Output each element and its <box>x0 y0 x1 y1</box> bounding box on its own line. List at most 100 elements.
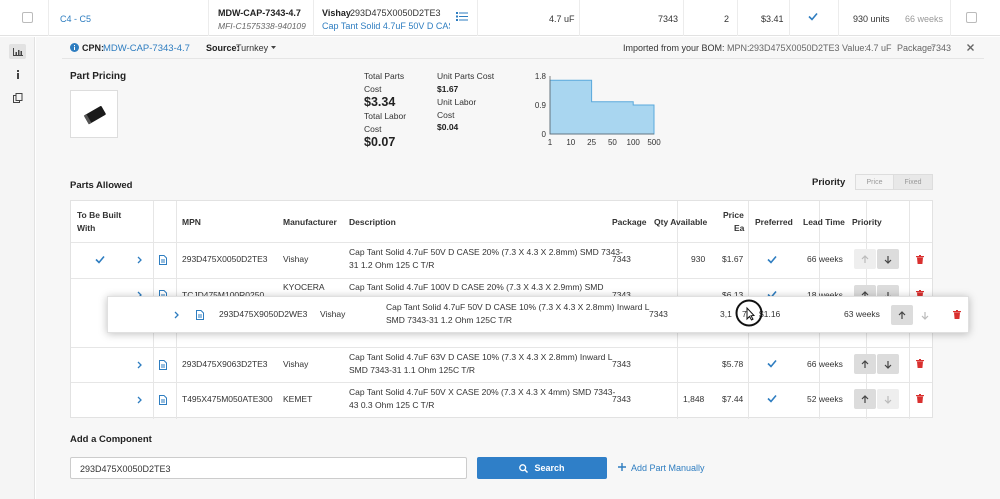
expand-chevron-icon[interactable] <box>137 361 142 369</box>
move-up-button[interactable] <box>854 354 876 374</box>
expand-chevron-icon[interactable] <box>137 396 142 404</box>
row-mpn: TCJD475M100R0250 <box>182 290 265 300</box>
mpn-text: 293D475X0050D2TE3 <box>350 8 441 18</box>
row-package: 7343 <box>612 359 631 369</box>
row-package: 7343 <box>612 254 631 264</box>
cpn-link[interactable]: MDW-CAP-7343-4.7 <box>103 43 190 54</box>
search-input-value: 293D475X0050D2TE3 <box>80 464 171 474</box>
row-package: 7343 <box>612 290 631 300</box>
delete-trash-icon[interactable] <box>916 359 924 368</box>
row-description-1: Cap Tant Solid 4.7uF 63V D CASE 10% (7.3… <box>349 352 613 362</box>
search-button-label: Search <box>534 463 565 473</box>
component-search-input[interactable]: 293D475X0050D2TE3 <box>70 457 467 479</box>
caret-down-icon[interactable] <box>271 46 276 49</box>
designator[interactable]: C4 - C5 <box>60 14 92 24</box>
bom-line-row[interactable]: C4 - C5 MDW-CAP-7343-4.7 MFI-C1575338-94… <box>0 0 1000 36</box>
x-tick-label: 500 <box>647 138 661 147</box>
priority-mode-label: Priority <box>812 177 846 188</box>
unit-parts-value: $1.67 <box>437 84 459 94</box>
quantity-text: 2 <box>724 14 730 24</box>
search-button[interactable]: Search <box>477 457 607 479</box>
row-lead-time: 66 weeks <box>807 254 843 264</box>
preferred-check-icon <box>767 394 777 403</box>
row-price: $5.78 <box>722 359 744 369</box>
manufacturer-text: Vishay <box>322 8 351 18</box>
package-label: Package: <box>897 43 935 53</box>
chart-axis <box>549 76 654 135</box>
info-icon[interactable] <box>9 67 26 82</box>
copy-icon[interactable] <box>9 90 26 105</box>
priority-fixed-toggle[interactable]: Fixed <box>893 174 933 190</box>
dragging-part-row[interactable]: 293D475X9050D2WE3 Vishay Cap Tant Solid … <box>107 296 969 333</box>
expand-chevron-icon[interactable] <box>137 256 142 264</box>
datasheet-icon[interactable] <box>196 310 204 320</box>
row-action-checkbox[interactable] <box>966 12 977 23</box>
x-tick-label: 50 <box>608 138 617 147</box>
row-qty: 1,848 <box>683 394 705 404</box>
mfi-text: MFI-C1575338-940109 <box>218 21 306 31</box>
row-description-1: Cap Tant Solid 4.7uF 50V D CASE 20% (7.3… <box>349 247 623 257</box>
source-dropdown[interactable]: Turnkey <box>236 43 269 53</box>
row-manufacturer: KYOCERA <box>283 282 325 292</box>
preferred-check-icon <box>767 359 777 368</box>
datasheet-icon[interactable] <box>159 395 167 405</box>
close-icon[interactable] <box>967 44 974 51</box>
x-tick-label: 100 <box>627 138 641 147</box>
y-tick-label: 1.8 <box>535 72 547 81</box>
imported-label: Imported from your BOM: <box>623 43 725 53</box>
row-lead-time: 52 weeks <box>807 394 843 404</box>
col-qty-available: Qty Available <box>654 217 708 227</box>
description-link[interactable]: Cap Tant Solid 4.7uF 50V D CASE 20 <box>322 21 450 31</box>
add-part-manually-link[interactable]: Add Part Manually <box>631 463 705 473</box>
move-down-button[interactable] <box>877 389 899 409</box>
col-to-be-built: To Be Built <box>77 210 122 220</box>
row-price: $6.13 <box>722 290 744 300</box>
unit-parts-label: Unit Parts Cost <box>437 71 495 81</box>
chart-icon[interactable] <box>9 44 26 59</box>
move-up-button[interactable] <box>891 305 913 325</box>
row-manufacturer: KEMET <box>283 394 313 404</box>
row-price: $7.44 <box>722 394 744 404</box>
move-up-button[interactable] <box>854 249 876 269</box>
datasheet-icon[interactable] <box>159 360 167 370</box>
col-to-be-built-2: With <box>77 223 96 233</box>
mpn-label: MPN: <box>727 43 750 53</box>
source-label: Source: <box>206 43 240 53</box>
mpn-value: 293D475X0050D2TE3 <box>749 43 840 53</box>
x-tick-label: 25 <box>587 138 596 147</box>
value-text: 4.7 uF <box>549 14 575 24</box>
plus-icon[interactable] <box>618 463 626 471</box>
add-component-title: Add a Component <box>70 434 152 445</box>
col-price-ea: Price <box>723 210 744 220</box>
info-circle-icon <box>70 43 79 52</box>
col-lead-time: Lead Time <box>803 217 845 227</box>
total-parts-value: $3.34 <box>364 95 396 109</box>
package-value: 7343 <box>931 43 952 53</box>
move-up-button[interactable] <box>854 389 876 409</box>
datasheet-icon[interactable] <box>159 255 167 265</box>
y-tick-label: 0 <box>542 130 547 139</box>
row-select-checkbox[interactable] <box>22 12 33 23</box>
row-description-1: Cap Tant Solid 4.7uF 50V X CASE 20% (7.3… <box>349 387 616 397</box>
move-down-button[interactable] <box>914 305 936 325</box>
move-down-button[interactable] <box>877 354 899 374</box>
delete-trash-icon[interactable] <box>916 394 924 403</box>
delete-trash-icon[interactable] <box>953 310 961 319</box>
package-text: 7343 <box>658 14 679 24</box>
row-mpn: T495X475M050ATE300 <box>182 394 273 404</box>
row-mpn: 293D475X0050D2TE3 <box>182 254 268 264</box>
total-parts-label-2: Cost <box>364 84 382 94</box>
priority-price-toggle[interactable]: Price <box>855 174 894 190</box>
row-description-2: 31 1.2 Ohm 125 C T/R <box>349 260 435 270</box>
col-price-ea-2: Ea <box>734 223 745 233</box>
delete-trash-icon[interactable] <box>916 255 924 264</box>
x-tick-label: 10 <box>566 138 575 147</box>
detail-sidebar <box>0 37 35 499</box>
expand-chevron-icon[interactable] <box>174 311 179 319</box>
row-manufacturer: Vishay <box>283 359 309 369</box>
price-text: $3.41 <box>761 14 784 24</box>
move-down-button[interactable] <box>877 249 899 269</box>
list-icon[interactable] <box>456 11 468 22</box>
col-package: Package <box>612 217 647 227</box>
drag-row-manufacturer: Vishay <box>320 309 346 319</box>
